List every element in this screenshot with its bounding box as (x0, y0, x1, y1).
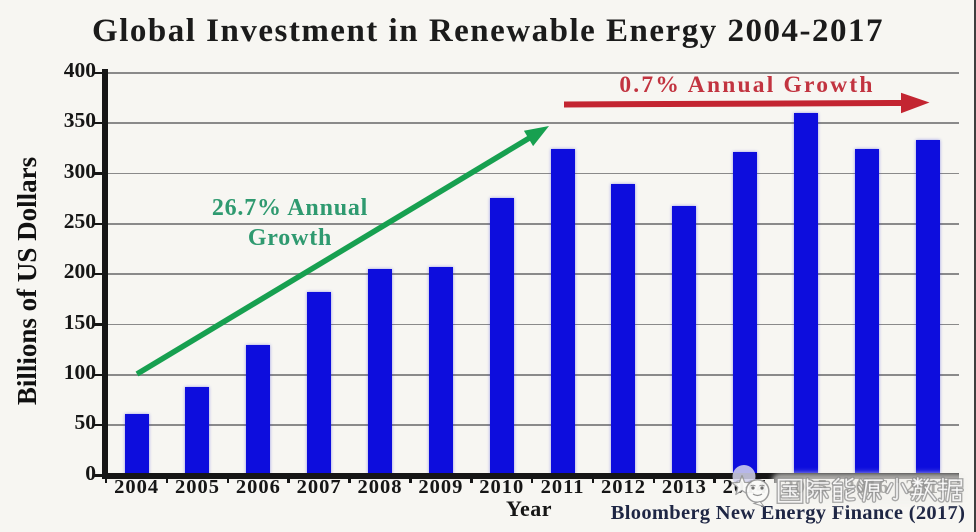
gridline-50 (106, 424, 959, 426)
y-tick-label-150: 150 (63, 309, 96, 334)
y-tick-150 (93, 323, 102, 326)
bar-2010 (489, 197, 514, 477)
annotation-growth-late: 0.7% Annual Growth (619, 72, 875, 98)
gridline-200 (106, 273, 959, 275)
bar-2012 (611, 183, 636, 477)
y-tick-label-100: 100 (63, 359, 96, 384)
source-credit: Bloomberg New Energy Finance (2017) (610, 502, 966, 524)
x-tick-label-2008: 2008 (357, 476, 403, 498)
gridline-400 (106, 72, 959, 74)
annotation-growth-early-line2: Growth (247, 225, 333, 251)
x-axis-title: Year (506, 496, 552, 521)
x-tick-3 (287, 478, 290, 483)
x-tick-13 (896, 478, 899, 483)
y-axis-line (102, 69, 108, 479)
red-arrow-shaft (563, 100, 904, 108)
gridline-100 (106, 374, 959, 376)
bar-2017 (915, 140, 940, 477)
green-arrow-head (523, 126, 549, 147)
x-tick-1 (165, 478, 169, 483)
bar-2013 (672, 205, 697, 477)
y-tick-300 (93, 172, 102, 175)
x-tick-label-2013: 2013 (661, 476, 707, 498)
x-tick-label-2005: 2005 (174, 476, 220, 498)
right-edge-artifact (973, 0, 976, 532)
x-tick-5 (409, 478, 412, 483)
bar-2015 (794, 113, 819, 477)
chart-title: Global Investment in Renewable Energy 20… (92, 13, 884, 49)
x-tick-label-2011: 2011 (540, 476, 585, 498)
gridline-150 (106, 323, 959, 326)
x-tick-14 (956, 478, 960, 483)
x-tick-8 (591, 478, 595, 483)
x-tick-label-2010: 2010 (479, 476, 525, 498)
x-tick-7 (530, 478, 534, 483)
y-tick-400 (93, 71, 102, 75)
y-tick-label-400: 400 (63, 57, 96, 82)
x-tick-label-2017: 2017 (905, 476, 951, 498)
x-tick-4 (348, 478, 351, 483)
y-tick-200 (93, 272, 102, 276)
bar-2005 (185, 386, 210, 477)
bar-2004 (124, 414, 149, 477)
x-tick-label-2016: 2016 (844, 476, 890, 498)
bar-2008 (368, 269, 393, 477)
x-axis-line (102, 472, 959, 479)
bar-2014 (733, 152, 758, 477)
x-tick-6 (470, 478, 473, 483)
x-tick-0 (104, 478, 108, 483)
annotation-growth-early: 26.7% Annual Growth (185, 193, 395, 253)
gridline-350 (106, 122, 959, 124)
bar-2016 (854, 149, 879, 477)
y-tick-label-50: 50 (74, 410, 97, 435)
y-tick-label-0: 0 (85, 460, 96, 485)
x-tick-label-2009: 2009 (418, 476, 464, 498)
x-tick-label-2006: 2006 (235, 476, 281, 498)
y-tick-250 (93, 222, 102, 226)
red-arrow-head (901, 92, 930, 114)
bar-2007 (307, 292, 332, 477)
y-tick-label-300: 300 (63, 158, 96, 183)
annotation-growth-early-line1: 26.7% Annual (211, 195, 369, 221)
y-tick-50 (93, 423, 102, 427)
x-tick-label-2014: 2014 (722, 476, 768, 498)
x-tick-12 (835, 478, 838, 483)
x-tick-label-2004: 2004 (114, 476, 160, 498)
gridline-300 (106, 172, 959, 175)
y-tick-label-200: 200 (63, 259, 96, 284)
x-tick-11 (774, 478, 777, 483)
y-tick-0 (93, 474, 102, 477)
y-tick-label-350: 350 (63, 108, 96, 133)
x-tick-10 (713, 478, 716, 483)
x-tick-label-2015: 2015 (783, 476, 829, 498)
x-tick-9 (652, 478, 656, 483)
x-tick-label-2012: 2012 (600, 476, 646, 498)
y-tick-350 (93, 121, 102, 125)
y-tick-label-250: 250 (63, 208, 96, 233)
bar-2011 (550, 149, 575, 477)
bar-2009 (428, 267, 453, 477)
x-tick-label-2007: 2007 (296, 476, 342, 498)
y-tick-100 (93, 373, 102, 377)
bar-2006 (246, 344, 271, 477)
x-tick-2 (226, 478, 230, 483)
